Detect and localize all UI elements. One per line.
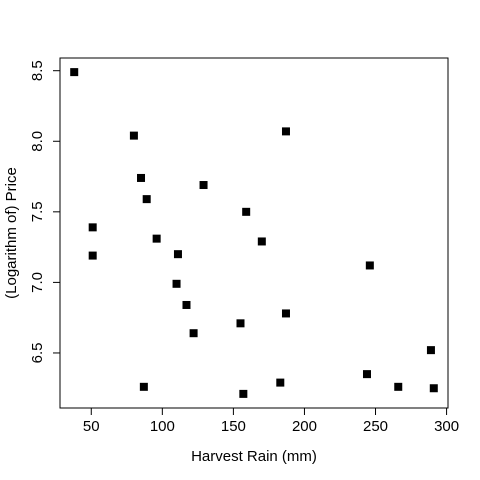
point — [129, 131, 138, 140]
point — [173, 250, 182, 259]
point — [236, 319, 245, 328]
y-tick-label: 8.5 — [29, 60, 46, 81]
x-axis-label: Harvest Rain (mm) — [191, 448, 317, 465]
point — [189, 329, 198, 338]
point — [281, 309, 290, 318]
point — [172, 279, 181, 288]
y-axis-label: (Logarithm of) Price — [3, 167, 20, 299]
x-tick-label: 300 — [434, 418, 459, 435]
point — [70, 68, 79, 77]
point — [426, 346, 435, 355]
x-tick-label: 250 — [363, 418, 388, 435]
x-tick-label: 200 — [292, 418, 317, 435]
point — [88, 251, 97, 260]
point — [242, 207, 251, 216]
point — [152, 234, 161, 243]
x-tick-label: 100 — [150, 418, 175, 435]
point — [429, 384, 438, 393]
x-tick-label: 50 — [83, 418, 100, 435]
point — [362, 370, 371, 379]
point — [139, 382, 148, 391]
point — [276, 378, 285, 387]
point — [239, 389, 248, 398]
plot-box — [59, 57, 449, 409]
point — [88, 223, 97, 232]
point — [394, 382, 403, 391]
point — [182, 300, 191, 309]
point — [199, 181, 208, 190]
point — [365, 261, 374, 270]
point — [257, 237, 266, 246]
y-tick-label: 7.0 — [29, 272, 46, 293]
y-tick-label: 7.5 — [29, 201, 46, 222]
y-tick-label: 8.0 — [29, 131, 46, 152]
point — [137, 173, 146, 182]
y-tick-label: 6.5 — [29, 343, 46, 364]
point — [281, 127, 290, 136]
point — [142, 195, 151, 204]
x-tick-label: 150 — [221, 418, 246, 435]
